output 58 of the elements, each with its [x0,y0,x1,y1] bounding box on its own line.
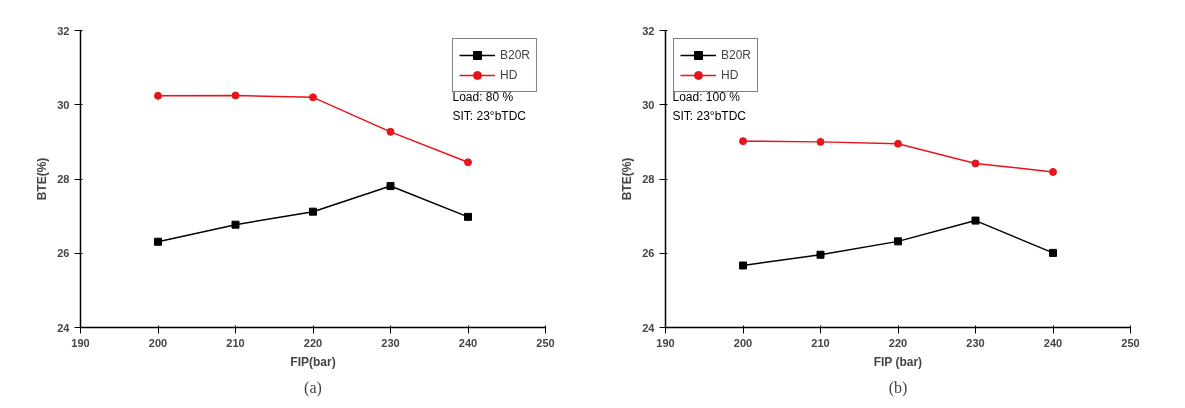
x-tick-label: 250 [536,336,555,349]
y-tick-label: 28 [642,173,655,185]
legend-label: B20R [499,48,530,62]
point [154,237,162,246]
x-tick-label: 240 [458,336,478,349]
point [309,93,317,102]
point [971,159,980,168]
x-tick-label: 210 [811,336,830,349]
x-tick-label: 200 [148,336,168,349]
annotation: SIT: 23°bTDC [452,109,527,124]
legend-label: HD [721,68,740,82]
y-tick-label: 30 [642,98,655,111]
x-tick-label: 250 [1121,336,1140,349]
y-axis-title: BTE(%) [620,157,635,201]
x-tick-label: 190 [71,336,90,349]
x-tick-label: 220 [303,336,323,349]
y-tick-label: 26 [57,247,70,260]
x-tick-label: 230 [381,336,400,349]
point [739,261,747,270]
x-axis-title: FIP(bar) [290,354,336,369]
annotation: Load: 80 % [452,89,514,104]
y-tick-label: 32 [642,24,655,37]
point [1049,167,1057,176]
y-tick-label: 30 [57,98,70,111]
x-tick-label: 220 [888,336,908,349]
y-axis-title: BTE(%) [35,157,50,201]
annotation: Load: 100 % [672,89,741,104]
point [1049,248,1057,257]
point [231,220,240,229]
point [464,212,472,221]
y-tick-label: 28 [57,173,70,185]
y-tick-label: 32 [57,24,70,37]
x-tick-label: 240 [1043,336,1063,349]
point [231,91,240,100]
point [464,158,472,167]
point [816,137,825,146]
x-tick-label: 210 [226,336,245,349]
legend-label: HD [499,68,519,82]
legend-label: B20R [721,48,752,62]
point [971,216,980,225]
point [386,182,395,191]
point [894,237,902,246]
annotation: SIT: 23°bTDC [672,109,747,124]
point [309,207,317,216]
text: (a) [304,378,322,397]
point [386,127,395,136]
x-tick-label: 200 [733,336,753,349]
point [894,139,902,148]
point [154,91,162,100]
y-tick-label: 26 [642,247,655,260]
point [816,250,825,259]
x-tick-label: 230 [966,336,985,349]
y-tick-label: 24 [642,321,656,334]
point [739,137,747,146]
y-tick-label: 24 [57,321,71,334]
x-tick-label: 190 [656,336,675,349]
text: (b) [888,378,908,397]
x-axis-title: FIP (bar) [873,354,923,369]
